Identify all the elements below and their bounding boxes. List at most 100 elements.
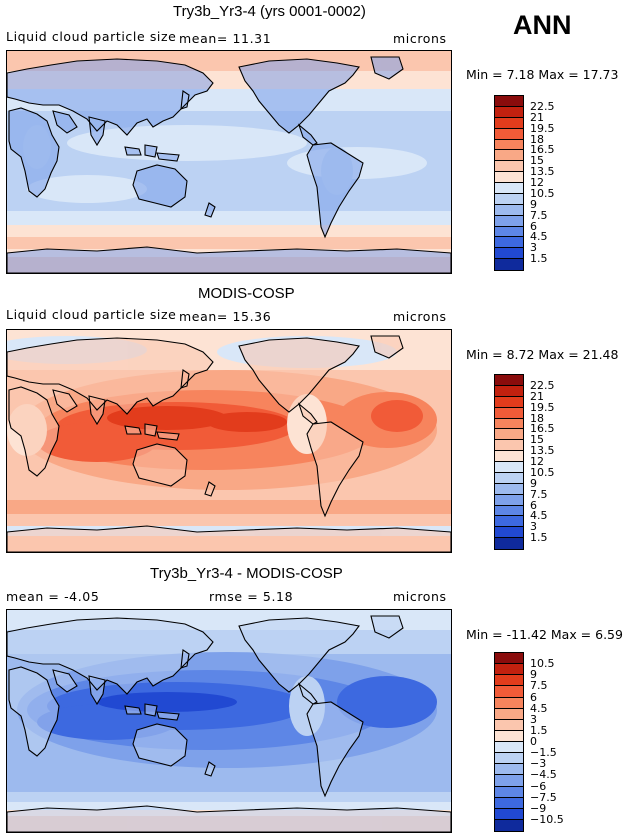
colorbar-swatch: [495, 708, 523, 720]
colorbar-tick-label: 4.5: [530, 701, 548, 715]
panel-3-units: microns: [393, 589, 447, 604]
panel-2-map: [6, 329, 452, 553]
colorbar-swatch: [495, 697, 523, 709]
colorbar-tick-label: 4.5: [530, 509, 548, 523]
colorbar-swatch: [495, 653, 523, 665]
colorbar-swatch: [495, 775, 523, 787]
colorbar-tick-label: 6: [530, 498, 537, 512]
colorbar-tick-label: 1.5: [530, 252, 548, 266]
colorbar-swatch: [495, 764, 523, 776]
colorbar-swatch: [495, 418, 523, 430]
panel-1-variable: Liquid cloud particle size: [6, 29, 177, 44]
colorbar-tick-label: 10.5: [530, 657, 555, 671]
colorbar-swatch: [495, 259, 523, 270]
colorbar-swatch: [495, 396, 523, 408]
colorbar-tick-label: 16.5: [530, 422, 555, 436]
panel-2-variable: Liquid cloud particle size: [6, 307, 177, 322]
panel-3-mean: mean = -4.05: [6, 589, 100, 604]
colorbar-swatch: [495, 797, 523, 809]
colorbar-tick-label: 7.5: [530, 208, 548, 222]
colorbar-swatch: [495, 429, 523, 441]
colorbar-tick-label: −7.5: [530, 790, 557, 804]
colorbar-tick-label: 1.5: [530, 531, 548, 545]
colorbar-swatch: [495, 753, 523, 765]
panel-2-title: MODIS-COSP: [198, 285, 295, 302]
colorbar-swatch: [495, 516, 523, 528]
colorbar-swatch: [495, 161, 523, 173]
colorbar-swatch: [495, 106, 523, 118]
colorbar-tick-label: 9: [530, 668, 537, 682]
colorbar-swatch: [495, 719, 523, 731]
colorbar-swatch: [495, 215, 523, 227]
colorbar-swatch: [495, 538, 523, 549]
colorbar-swatch: [495, 407, 523, 419]
panel-3-title: Try3b_Yr3-4 - MODIS-COSP: [150, 565, 343, 582]
colorbar-swatch: [495, 451, 523, 462]
colorbar-swatch: [495, 117, 523, 129]
colorbar-tick-label: 7.5: [530, 679, 548, 693]
colorbar-tick-label: 18: [530, 132, 544, 146]
panel-1-map: [6, 50, 452, 274]
colorbar-tick-label: −4.5: [530, 768, 557, 782]
colorbar-swatch: [495, 472, 523, 484]
colorbar-swatch: [495, 686, 523, 698]
colorbar-tick-label: 16.5: [530, 143, 555, 157]
colorbar-tick-label: 9: [530, 476, 537, 490]
colorbar-tick-label: 18: [530, 411, 544, 425]
colorbar-swatch: [495, 440, 523, 452]
colorbar-swatch: [495, 819, 523, 831]
colorbar-swatch: [495, 150, 523, 162]
colorbar-swatch: [495, 375, 523, 386]
colorbar-tick-label: 0: [530, 735, 537, 748]
colorbar-tick-label: 6: [530, 690, 537, 704]
colorbar-tick-label: 21: [530, 389, 544, 403]
colorbar-tick-label: 22.5: [530, 99, 555, 113]
panel-1-title: Try3b_Yr3-4 (yrs 0001-0002): [173, 3, 366, 20]
colorbar-tick-label: −6: [530, 779, 547, 793]
colorbar-tick-label: 21: [530, 110, 544, 124]
colorbar-swatch: [495, 664, 523, 676]
colorbar-swatch: [495, 204, 523, 216]
panel-2-mean: mean= 15.36: [179, 309, 272, 324]
panel-1-mean: mean= 11.31: [179, 31, 272, 46]
colorbar-swatch: [495, 193, 523, 205]
colorbar-swatch: [495, 139, 523, 151]
colorbar-tick-label: 10.5: [530, 465, 555, 479]
colorbar-swatch: [495, 742, 523, 754]
colorbar-tick-label: 9: [530, 197, 537, 211]
colorbar-tick-label: 15: [530, 433, 544, 447]
panel-3-map: [6, 609, 452, 833]
panel-2-min-max: Min = 8.72 Max = 21.48: [466, 347, 619, 362]
colorbar-swatch: [495, 786, 523, 798]
colorbar-swatch: [495, 462, 523, 473]
colorbar-tick-label: 3: [530, 241, 537, 255]
colorbar-tick-label: 15: [530, 154, 544, 168]
colorbar-tick-label: 12: [530, 455, 544, 468]
colorbar-tick-label: 4.5: [530, 230, 548, 244]
colorbar-swatch: [495, 183, 523, 194]
colorbar-swatch: [495, 675, 523, 687]
colorbar-tick-label: 10.5: [530, 186, 555, 200]
colorbar-tick-label: 3: [530, 712, 537, 726]
colorbar-swatch: [495, 248, 523, 260]
colorbar-tick-label: 6: [530, 219, 537, 233]
colorbar-swatch: [495, 730, 523, 742]
colorbar-tick-label: 19.5: [530, 121, 555, 135]
colorbar-tick-label: −1.5: [530, 746, 557, 760]
colorbar-tick-label: −10.5: [530, 812, 564, 826]
panel-3-min-max: Min = -11.42 Max = 6.59: [466, 627, 623, 642]
colorbar-swatch: [495, 96, 523, 107]
colorbar-swatch: [495, 505, 523, 517]
panel-2-colorbar: [494, 374, 524, 550]
colorbar-swatch: [495, 128, 523, 140]
colorbar-tick-label: 1.5: [530, 723, 548, 737]
colorbar-tick-label: 22.5: [530, 378, 555, 392]
colorbar-tick-label: 7.5: [530, 487, 548, 501]
colorbar-swatch: [495, 527, 523, 539]
season-label: ANN: [513, 10, 572, 40]
colorbar-tick-label: 13.5: [530, 444, 555, 458]
panel-2-units: microns: [393, 309, 447, 324]
panel-1-min-max: Min = 7.18 Max = 17.73: [466, 67, 619, 82]
colorbar-tick-label: 13.5: [530, 165, 555, 179]
colorbar-tick-label: 3: [530, 520, 537, 534]
